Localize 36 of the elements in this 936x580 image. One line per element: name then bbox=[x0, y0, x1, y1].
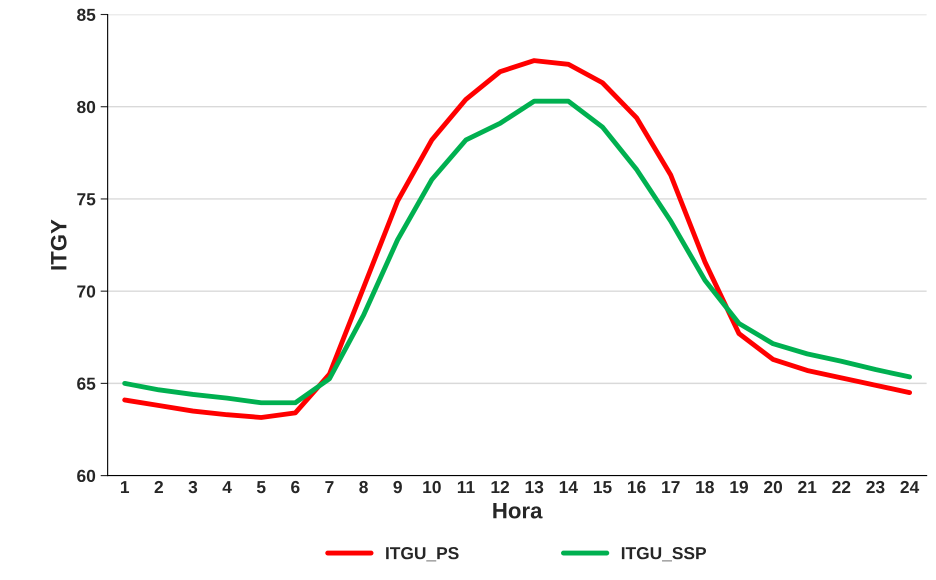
x-tick-label: 15 bbox=[594, 481, 612, 494]
x-tick-label: 12 bbox=[492, 480, 510, 494]
x-tick-label: 8 bbox=[359, 480, 368, 494]
y-tick-label: 75 bbox=[77, 193, 96, 206]
x-tick-label: 13 bbox=[526, 480, 544, 494]
x-tick-label: 6 bbox=[291, 480, 300, 494]
x-tick-label: 16 bbox=[628, 480, 646, 494]
x-tick-label: 11 bbox=[458, 481, 475, 494]
y-tick-label: 60 bbox=[77, 470, 96, 482]
x-tick-label: 17 bbox=[662, 481, 680, 494]
legend-label: ITGU_PS bbox=[386, 547, 459, 562]
x-tick-label: 2 bbox=[154, 480, 163, 494]
x-tick-label: 19 bbox=[730, 480, 748, 494]
legend-label: ITGU_SSP bbox=[622, 547, 706, 562]
line-series bbox=[122, 58, 912, 420]
x-tick-label: 20 bbox=[764, 480, 782, 494]
y-tick-label: 80 bbox=[77, 100, 96, 114]
x-tick-label: 10 bbox=[423, 480, 441, 494]
x-tick-label: 21 bbox=[798, 480, 816, 494]
x-tick-label: 4 bbox=[222, 481, 232, 494]
x-tick-label: 18 bbox=[696, 480, 714, 494]
x-tick-label: 22 bbox=[832, 480, 850, 494]
y-tick-label: 85 bbox=[77, 8, 96, 21]
y-tick-label: 70 bbox=[77, 285, 96, 298]
x-axis-title: Hora bbox=[493, 503, 543, 519]
x-tick-label: 7 bbox=[325, 481, 334, 494]
x-tick-label: 23 bbox=[866, 480, 884, 494]
x-tick-label: 3 bbox=[188, 480, 198, 494]
x-tick-label: 5 bbox=[256, 481, 266, 494]
x-tick-label: 24 bbox=[900, 480, 920, 494]
y-axis-title: ITGY bbox=[50, 219, 67, 270]
x-tick-label: 14 bbox=[560, 481, 578, 494]
x-tick-label: 1 bbox=[120, 481, 130, 494]
x-tick-label: 9 bbox=[393, 480, 402, 494]
y-tick-label: 65 bbox=[77, 378, 96, 390]
line-series bbox=[122, 98, 912, 406]
